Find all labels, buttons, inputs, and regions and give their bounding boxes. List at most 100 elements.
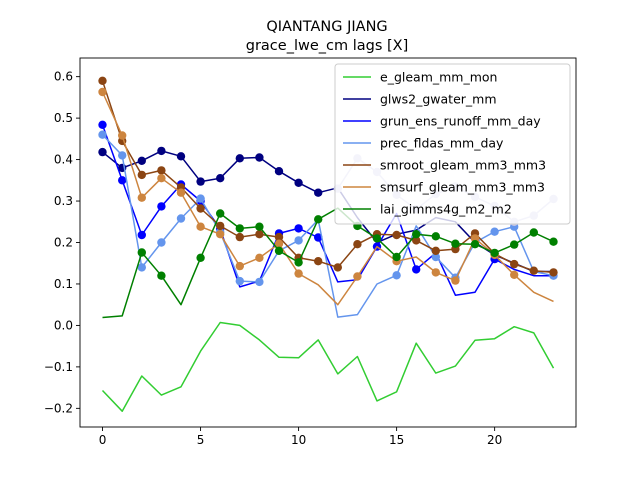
data-point — [216, 230, 225, 239]
data-point — [431, 246, 440, 255]
data-point — [157, 146, 166, 156]
data-point — [137, 263, 146, 272]
data-point — [157, 174, 166, 183]
data-point — [412, 265, 421, 274]
data-point — [216, 221, 225, 231]
data-point — [294, 269, 303, 278]
data-point — [98, 120, 107, 129]
data-point — [255, 253, 264, 262]
x-tick-label: 20 — [487, 433, 502, 447]
data-point — [470, 234, 480, 243]
data-point — [157, 166, 166, 175]
chart-title: QIANTANG JIANG — [266, 19, 387, 35]
legend-label: glws2_gwater_mm — [380, 92, 497, 107]
data-point — [431, 268, 440, 277]
chart-subtitle: grace_lwe_cm lags [X] — [246, 38, 409, 54]
data-point — [157, 271, 166, 280]
data-point — [118, 151, 127, 160]
y-tick-label: 0.5 — [54, 111, 73, 125]
data-point — [274, 232, 284, 242]
y-tick-label: 0.6 — [54, 70, 73, 84]
data-point — [333, 263, 342, 272]
data-point — [294, 224, 303, 233]
legend-entry: grun_ens_runoff_mm_day — [343, 114, 541, 129]
data-point — [470, 240, 480, 249]
series-smsurf_gleam_mm3_mm3 — [98, 87, 554, 306]
data-point — [294, 178, 303, 187]
x-tick-label: 10 — [291, 433, 306, 447]
legend-entry: lai_gimms4g_m2_m2 — [343, 202, 512, 217]
data-point — [294, 258, 303, 267]
data-point — [137, 156, 146, 165]
data-point — [98, 147, 107, 157]
data-point — [98, 87, 107, 97]
data-point — [118, 176, 127, 185]
data-point — [392, 230, 401, 240]
data-point — [412, 230, 421, 239]
data-point — [529, 266, 538, 275]
y-tick-label: −0.2 — [44, 401, 73, 415]
legend-label: e_gleam_mm_mon — [380, 70, 497, 85]
data-point — [412, 236, 421, 245]
data-point — [255, 153, 264, 162]
data-point — [274, 167, 284, 176]
data-point — [314, 257, 323, 266]
data-point — [235, 232, 244, 242]
data-point — [196, 177, 205, 186]
data-point — [216, 174, 225, 183]
x-tick-label: 5 — [197, 433, 205, 447]
data-point — [196, 204, 205, 213]
series-line — [101, 321, 555, 412]
data-point — [216, 209, 225, 218]
data-point — [196, 194, 205, 203]
legend-label: smroot_gleam_mm3_mm3 — [380, 158, 546, 173]
data-point — [372, 234, 382, 243]
legend-entry: e_gleam_mm_mon — [343, 70, 497, 85]
data-point — [314, 233, 323, 242]
y-tick-label: 0.1 — [54, 277, 73, 291]
data-point — [490, 227, 499, 236]
data-point — [196, 222, 205, 231]
data-point — [235, 276, 244, 286]
data-point — [353, 240, 362, 249]
data-point — [451, 239, 460, 248]
data-point — [255, 222, 264, 231]
data-point — [196, 253, 205, 262]
data-point — [490, 248, 499, 258]
plot-area — [98, 76, 558, 412]
data-point — [176, 152, 186, 161]
legend: e_gleam_mm_mon glws2_gwater_mm grun_ens_ru… — [334, 63, 571, 225]
series-e_gleam_mm_mon — [101, 321, 555, 412]
y-tick-label: 0.0 — [54, 318, 73, 332]
legend-entry: glws2_gwater_mm — [343, 92, 497, 107]
data-point — [137, 193, 146, 202]
axes: 0 5 10 15 20 −0.2 −0.1 0.0 0.1 0.2 0.3 0.4 0.5 0.6 — [44, 57, 577, 447]
legend-label: smsurf_gleam_mm3_mm3 — [380, 180, 545, 195]
data-point — [392, 271, 401, 280]
series-lai_gimms4g_m2_m2 — [102, 207, 558, 319]
data-point — [431, 232, 440, 241]
legend-entry: smroot_gleam_mm3_mm3 — [343, 158, 546, 173]
data-point — [392, 252, 401, 262]
data-point — [235, 154, 244, 163]
data-point — [98, 76, 107, 86]
data-point — [314, 188, 323, 197]
data-point — [294, 236, 303, 245]
data-point — [549, 237, 558, 246]
data-point — [510, 259, 519, 269]
data-point — [137, 170, 146, 180]
data-point — [157, 238, 166, 247]
y-tick-label: 0.3 — [54, 194, 73, 208]
legend-label: lai_gimms4g_m2_m2 — [380, 202, 512, 217]
data-point — [510, 240, 519, 249]
data-point — [176, 188, 186, 197]
data-point — [549, 268, 558, 277]
legend-label: grun_ens_runoff_mm_day — [380, 114, 541, 129]
data-point — [314, 215, 323, 224]
y-tick-label: 0.2 — [54, 236, 73, 250]
data-point — [255, 277, 264, 287]
data-point — [431, 252, 440, 262]
data-point — [235, 224, 244, 233]
data-point — [451, 276, 460, 285]
